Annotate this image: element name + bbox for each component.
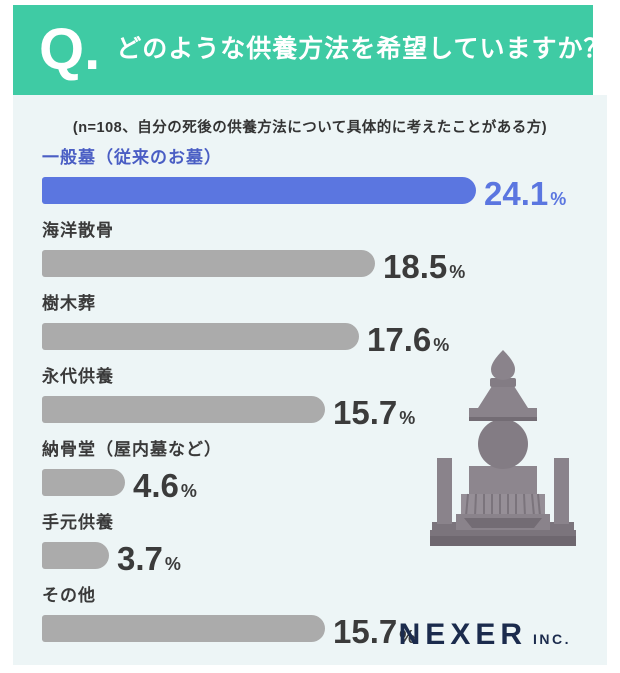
- logo-text: NEXER: [398, 618, 527, 651]
- bar: [42, 469, 125, 496]
- value-number: 24.1: [484, 175, 549, 212]
- bar-line: 17.6%: [42, 320, 602, 356]
- value-unit: %: [449, 262, 466, 282]
- bar-line: 3.7%: [42, 539, 602, 575]
- bar: [42, 177, 476, 204]
- value-number: 18.5: [383, 248, 448, 285]
- bar-row: 手元供養 3.7%: [42, 512, 602, 575]
- category-label: 一般墓（従来のお墓）: [42, 148, 222, 167]
- bar-chart: 一般墓（従来のお墓） 24.1% 海洋散骨 18.5% 樹木葬 17.6% 永代…: [42, 147, 602, 658]
- nexer-logo: NEXER INC.: [399, 618, 571, 652]
- value-label: 4.6%: [133, 469, 197, 502]
- bar-line: 15.7%: [42, 612, 602, 648]
- chart-panel: (n=108、自分の死後の供養方法について具体的に考えたことがある方) 一般墓（…: [13, 95, 607, 665]
- value-label: 24.1%: [484, 177, 566, 210]
- value-number: 15.7: [333, 394, 398, 431]
- value-number: 17.6: [367, 321, 432, 358]
- value-unit: %: [164, 554, 181, 574]
- bar-row: 納骨堂（屋内墓など） 4.6%: [42, 439, 602, 502]
- question-title: どのような供養方法を希望していますか？: [116, 35, 610, 63]
- bar-row: その他 15.7%: [42, 585, 602, 648]
- category-label: 手元供養: [42, 513, 114, 532]
- value-unit: %: [550, 189, 567, 209]
- value-unit: %: [399, 408, 416, 428]
- bar: [42, 396, 325, 423]
- category-label: 永代供養: [42, 367, 114, 386]
- bar-line: 24.1%: [42, 174, 602, 210]
- q-label: Q.: [39, 17, 101, 82]
- bar-row: 海洋散骨 18.5%: [42, 220, 602, 283]
- bar-line: 18.5%: [42, 247, 602, 283]
- value-number: 4.6: [133, 467, 179, 504]
- bar-row: 一般墓（従来のお墓） 24.1%: [42, 147, 602, 210]
- sample-note: (n=108、自分の死後の供養方法について具体的に考えたことがある方): [72, 120, 548, 136]
- value-unit: %: [433, 335, 450, 355]
- bar: [42, 250, 375, 277]
- value-number: 15.7: [333, 613, 398, 650]
- bar: [42, 323, 359, 350]
- value-unit: %: [180, 481, 197, 501]
- value-label: 15.7%: [333, 615, 415, 648]
- value-label: 18.5%: [383, 250, 465, 283]
- bar: [42, 615, 325, 642]
- bar-line: 4.6%: [42, 466, 602, 502]
- question-header: Q. どのような供養方法を希望していますか？: [13, 5, 608, 95]
- value-label: 15.7%: [333, 396, 415, 429]
- category-label: 樹木葬: [42, 294, 96, 313]
- bar: [42, 542, 109, 569]
- bar-line: 15.7%: [42, 393, 602, 429]
- value-label: 3.7%: [117, 542, 181, 575]
- gravestone-illustration: [430, 350, 576, 546]
- category-label: 海洋散骨: [42, 221, 114, 240]
- category-label: 納骨堂（屋内墓など）: [42, 440, 222, 459]
- bar-row: 永代供養 15.7%: [42, 366, 602, 429]
- value-unit: %: [399, 627, 416, 647]
- value-number: 3.7: [117, 540, 163, 577]
- category-label: その他: [42, 586, 96, 605]
- value-label: 17.6%: [367, 323, 449, 356]
- bar-row: 樹木葬 17.6%: [42, 293, 602, 356]
- logo-suffix: INC.: [533, 631, 571, 647]
